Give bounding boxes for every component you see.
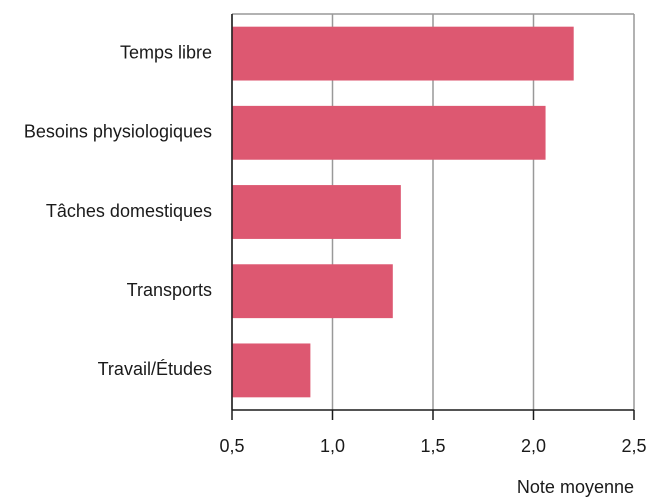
bar bbox=[232, 343, 311, 398]
x-axis-label: Note moyenne bbox=[517, 477, 634, 497]
x-tick-label: 2,0 bbox=[521, 436, 546, 456]
y-tick-label: Tâches domestiques bbox=[46, 201, 212, 221]
y-tick-label: Temps libre bbox=[120, 42, 212, 62]
bar bbox=[232, 185, 401, 239]
x-tick-label: 1,0 bbox=[320, 436, 345, 456]
bar bbox=[232, 264, 393, 319]
x-tick-label: 2,5 bbox=[621, 436, 646, 456]
y-tick-label: Transports bbox=[127, 280, 212, 300]
y-tick-label: Travail/Études bbox=[98, 359, 212, 379]
bar bbox=[232, 105, 546, 160]
x-tick-label: 0,5 bbox=[219, 436, 244, 456]
bar bbox=[232, 26, 574, 81]
y-tick-label: Besoins physiologiques bbox=[24, 122, 212, 142]
x-tick-label: 1,5 bbox=[420, 436, 445, 456]
